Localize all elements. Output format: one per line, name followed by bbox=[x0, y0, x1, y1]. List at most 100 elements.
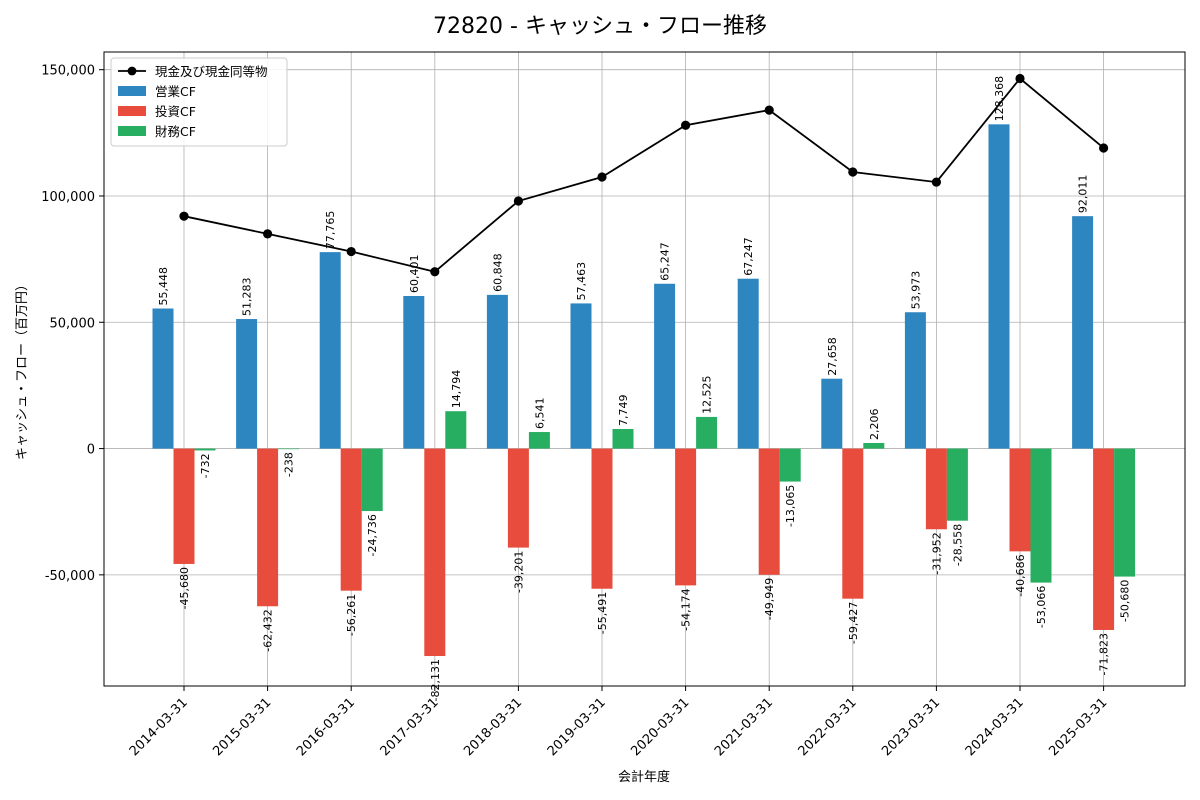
y-tick-label: 50,000 bbox=[50, 316, 96, 331]
cash-point bbox=[848, 167, 858, 177]
bar-投資CF bbox=[507, 448, 529, 548]
bar-value-label: 57,463 bbox=[575, 262, 588, 301]
bar-value-label: -71,823 bbox=[1098, 633, 1111, 675]
bar-営業CF bbox=[654, 283, 676, 449]
bar-value-label: 53,973 bbox=[909, 271, 922, 310]
bar-value-label: -50,680 bbox=[1119, 580, 1132, 622]
bar-営業CF bbox=[821, 378, 843, 449]
cash-point bbox=[681, 120, 691, 130]
bar-営業CF bbox=[737, 278, 759, 449]
legend-swatch bbox=[118, 126, 146, 136]
bar-value-label: 51,283 bbox=[241, 278, 254, 317]
x-axis: 2014-03-31 2015-03-31 2016-03-31 2017-03-31… bbox=[127, 686, 1110, 759]
legend-label: 財務CF bbox=[155, 124, 196, 139]
bar-value-label: 77,765 bbox=[324, 211, 337, 250]
bar-value-label: 12,525 bbox=[701, 375, 714, 414]
bar-value-label: -732 bbox=[199, 453, 212, 478]
bar-value-label: -49,949 bbox=[763, 578, 776, 620]
bar-value-label: 67,247 bbox=[742, 237, 755, 276]
bar-value-label: -238 bbox=[283, 452, 296, 477]
bar-value-label: 14,794 bbox=[450, 370, 463, 409]
bar-value-label: 55,448 bbox=[157, 267, 170, 306]
cash-point bbox=[346, 246, 356, 257]
bar-投資CF bbox=[842, 448, 864, 599]
bar-財務CF bbox=[361, 448, 383, 512]
bar-財務CF bbox=[696, 416, 718, 449]
bar-営業CF bbox=[904, 312, 926, 449]
cash-point bbox=[1015, 73, 1025, 84]
bar-投資CF bbox=[257, 448, 279, 607]
y-tick-label: 100,000 bbox=[41, 190, 95, 205]
legend-label: 営業CF bbox=[155, 84, 196, 99]
bar-value-label: 2,206 bbox=[868, 408, 881, 440]
bar-財務CF bbox=[445, 411, 467, 449]
legend-label: 投資CF bbox=[155, 104, 196, 119]
bar-value-label: -28,558 bbox=[951, 524, 964, 566]
bar-財務CF bbox=[1114, 448, 1136, 577]
cash-point bbox=[263, 229, 273, 239]
bar-財務CF bbox=[612, 428, 634, 449]
bar-value-label: -40,686 bbox=[1014, 554, 1027, 596]
cash-point bbox=[597, 172, 607, 182]
bar-value-label: -39,201 bbox=[512, 551, 525, 593]
bars-layer: 55,448 51,283 77,765 60,401 60,848 57,463 65,2… bbox=[152, 76, 1136, 701]
x-tick-label: 2020-03-31 bbox=[628, 695, 692, 759]
bar-営業CF bbox=[1072, 216, 1094, 449]
bar-財務CF bbox=[946, 448, 968, 521]
bar-財務CF bbox=[863, 442, 885, 449]
bar-value-label: -59,427 bbox=[847, 602, 860, 644]
cash-point bbox=[513, 196, 524, 206]
bar-投資CF bbox=[173, 448, 195, 564]
bar-投資CF bbox=[424, 448, 446, 657]
x-tick-label: 2018-03-31 bbox=[461, 695, 525, 759]
bar-投資CF bbox=[675, 448, 697, 586]
cash-line bbox=[183, 77, 1105, 273]
x-tick-label: 2021-03-31 bbox=[712, 695, 776, 759]
bar-投資CF bbox=[758, 448, 780, 575]
legend-swatch bbox=[118, 106, 146, 116]
bar-営業CF bbox=[486, 294, 508, 449]
bar-value-label: -82,131 bbox=[429, 659, 442, 701]
bar-value-label: 65,247 bbox=[659, 242, 672, 281]
bar-value-label: -13,065 bbox=[784, 485, 797, 527]
bar-営業CF bbox=[403, 295, 425, 449]
cash-point bbox=[931, 177, 942, 187]
y-axis-label: キャッシュ・フロー（百万円） bbox=[15, 278, 30, 460]
x-tick-label: 2025-03-31 bbox=[1046, 695, 1110, 759]
legend-swatch bbox=[118, 86, 146, 96]
bar-財務CF bbox=[194, 448, 216, 451]
legend-marker bbox=[127, 66, 137, 76]
bar-value-label: -54,174 bbox=[680, 588, 693, 630]
x-axis-label: 会計年度 bbox=[618, 769, 670, 785]
y-tick-label: -50,000 bbox=[45, 569, 95, 584]
bar-value-label: 60,848 bbox=[491, 253, 504, 292]
bar-value-label: -45,680 bbox=[178, 567, 191, 609]
bar-value-label: -56,261 bbox=[345, 594, 358, 636]
bar-財務CF bbox=[1030, 448, 1052, 583]
bar-投資CF bbox=[1093, 448, 1115, 630]
bar-value-label: 7,749 bbox=[617, 394, 630, 426]
bar-投資CF bbox=[1009, 448, 1031, 552]
bar-value-label: 6,541 bbox=[533, 398, 546, 430]
x-tick-label: 2019-03-31 bbox=[545, 695, 609, 759]
bar-value-label: -53,066 bbox=[1035, 586, 1048, 628]
bar-営業CF bbox=[152, 308, 174, 449]
bar-営業CF bbox=[319, 252, 341, 449]
bar-value-label: 128,368 bbox=[993, 76, 1006, 122]
cash-point bbox=[179, 211, 189, 221]
x-tick-label: 2023-03-31 bbox=[879, 695, 943, 759]
cash-point bbox=[1099, 143, 1109, 153]
y-axis: -50,000 0 50,000 100,000 150,000 bbox=[41, 64, 104, 584]
legend-box bbox=[110, 57, 288, 147]
cash-point bbox=[430, 267, 440, 277]
bar-value-label: -24,736 bbox=[366, 514, 379, 556]
bar-投資CF bbox=[340, 448, 362, 591]
bar-財務CF bbox=[278, 448, 300, 450]
y-tick-label: 150,000 bbox=[41, 64, 95, 79]
x-tick-label: 2017-03-31 bbox=[378, 695, 442, 759]
x-tick-label: 2015-03-31 bbox=[210, 695, 274, 759]
bar-value-label: 92,011 bbox=[1077, 175, 1090, 214]
bar-value-label: 27,658 bbox=[826, 337, 839, 376]
x-tick-label: 2014-03-31 bbox=[127, 695, 191, 759]
